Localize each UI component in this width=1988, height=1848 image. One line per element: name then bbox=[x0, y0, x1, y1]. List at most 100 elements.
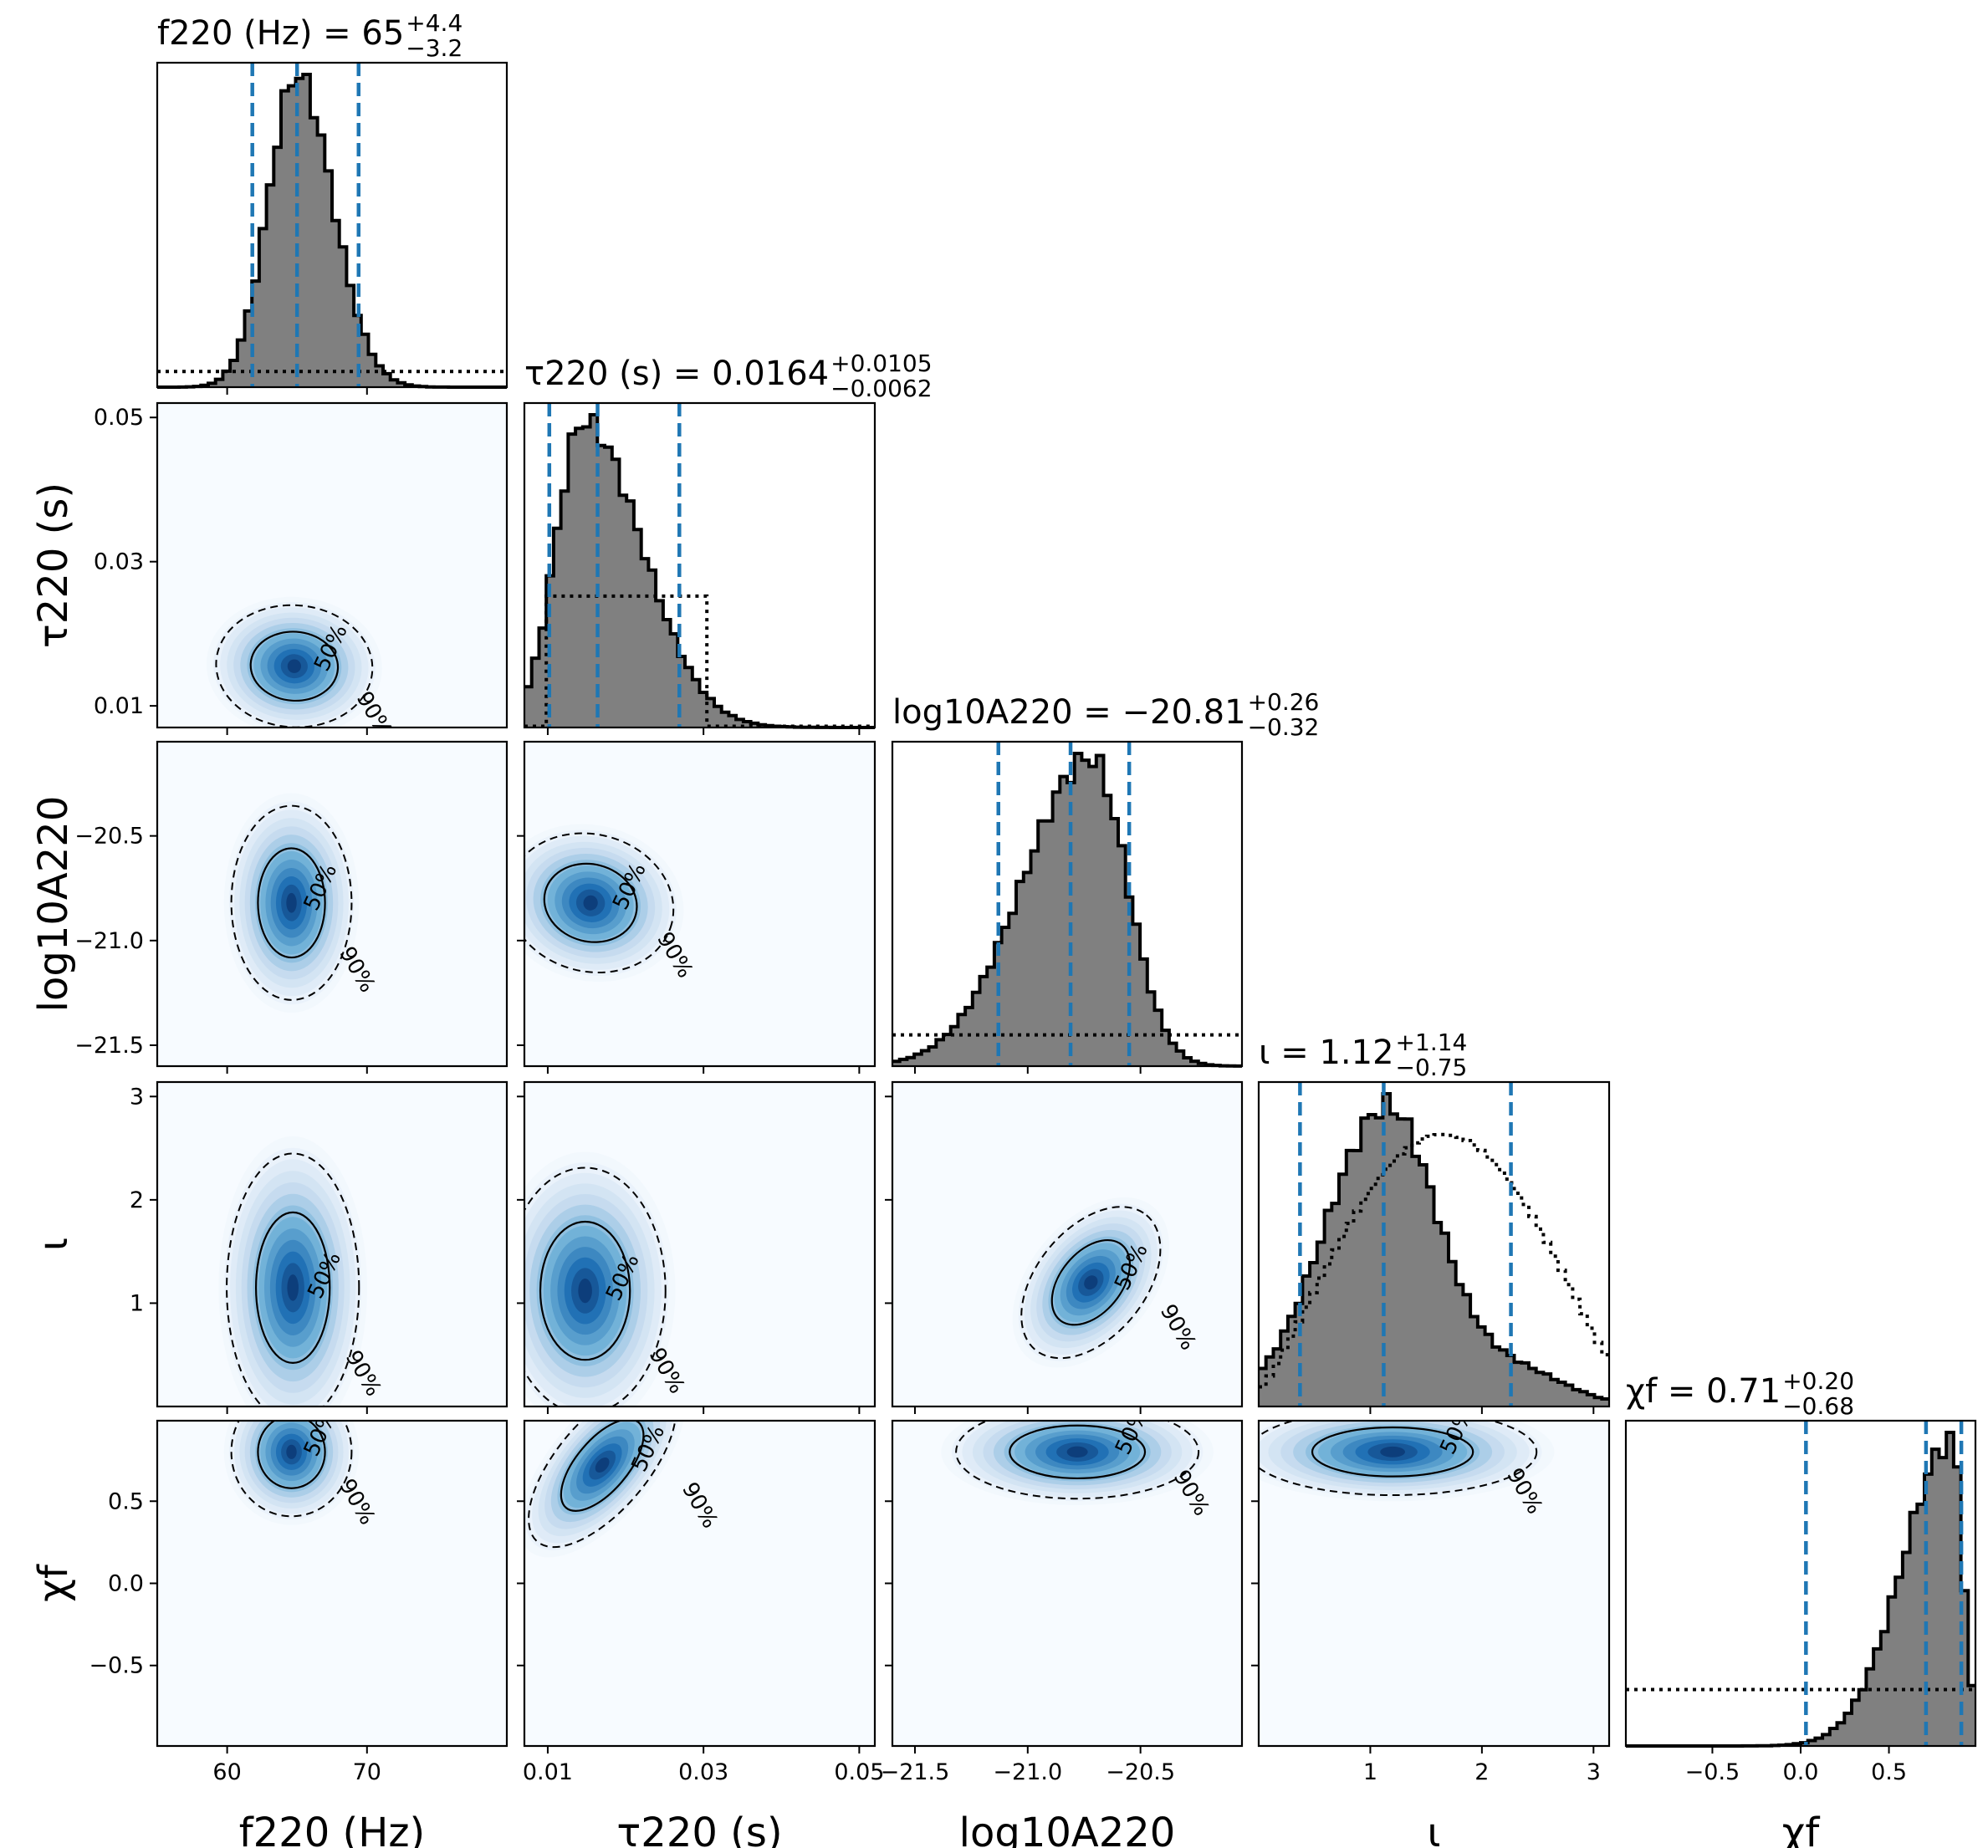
posterior-histogram-fill bbox=[892, 753, 1242, 1066]
title-value: ι = 1.12 bbox=[1259, 1034, 1394, 1072]
density-layers: 50%90% bbox=[218, 784, 380, 1021]
x-tick-label: 70 bbox=[353, 1759, 381, 1785]
title-value: τ220 (s) = 0.0164 bbox=[524, 355, 829, 393]
hist-panel-iota: ι = 1.12+1.14 −0.75 bbox=[1257, 1029, 1611, 1408]
x-tick-label: 0.0 bbox=[1783, 1759, 1819, 1785]
panel-title-f220: f220 (Hz) = 65+4.4 −3.2 bbox=[157, 9, 463, 62]
density-panel-tau220-logA220: 50%90% bbox=[523, 740, 876, 1068]
y-axis-label-chif: χf bbox=[30, 1564, 77, 1602]
y-tick-label: 0.05 bbox=[94, 405, 144, 431]
contour-50 bbox=[539, 1220, 631, 1361]
title-err-minus: −3.2 bbox=[406, 34, 463, 62]
contour-50 bbox=[249, 630, 340, 702]
title-err-minus: −0.68 bbox=[1782, 1392, 1854, 1420]
title-err-minus: −0.75 bbox=[1396, 1054, 1468, 1081]
posterior-histogram-fill bbox=[1259, 1094, 1609, 1406]
y-tick-label: −21.5 bbox=[74, 1033, 144, 1059]
panel-title-iota: ι = 1.12+1.14 −0.75 bbox=[1259, 1029, 1467, 1081]
density-level bbox=[1066, 1446, 1088, 1458]
density-panel-tau220-iota: 50%90% bbox=[523, 1080, 876, 1408]
prior-histogram bbox=[1259, 1132, 1609, 1389]
y-axis-label-logA220: log10A220 bbox=[30, 796, 77, 1013]
posterior-histogram-fill bbox=[157, 74, 507, 387]
y-axis-label-iota: ι bbox=[30, 1238, 77, 1251]
panel-frame bbox=[523, 401, 876, 729]
title-value: log10A220 = −20.81 bbox=[892, 693, 1246, 732]
posterior-histogram-fill bbox=[524, 415, 875, 727]
title-value: f220 (Hz) = 65 bbox=[157, 14, 404, 53]
y-axis-label-tau220: τ220 (s) bbox=[30, 482, 77, 648]
density-layers: 50%90% bbox=[524, 1141, 689, 1406]
y-tick-label: 0.0 bbox=[108, 1571, 144, 1597]
density-layers: 50%90% bbox=[524, 818, 698, 988]
density-panel-logA220-iota: 50%90% bbox=[891, 1080, 1244, 1408]
panel-frame bbox=[891, 740, 1244, 1068]
density-panel-logA220-chif: 50%90% bbox=[891, 1419, 1244, 1748]
title-value: χf = 0.71 bbox=[1626, 1372, 1781, 1411]
y-tick-label: 0.01 bbox=[94, 693, 144, 719]
contour-90 bbox=[524, 1166, 667, 1406]
x-axis-label-logA220: log10A220 bbox=[959, 1810, 1176, 1848]
density-panel-iota-chif: 50%90% bbox=[1257, 1419, 1611, 1748]
contour-90 bbox=[226, 1152, 360, 1406]
contour-90 bbox=[524, 832, 675, 973]
posterior-histogram-fill bbox=[1626, 1432, 1975, 1746]
y-tick-label: 1 bbox=[130, 1290, 144, 1316]
x-tick-label: 0.01 bbox=[523, 1759, 573, 1785]
panel-frame bbox=[523, 740, 876, 1068]
density-layers: 50%90% bbox=[218, 1421, 380, 1531]
density-level bbox=[1084, 1275, 1098, 1290]
y-tick-label: 0.03 bbox=[94, 549, 144, 575]
hist-panel-tau220: τ220 (s) = 0.0164+0.0105 −0.0062 bbox=[523, 350, 933, 729]
panel-frame bbox=[156, 61, 508, 389]
panel-frame bbox=[1257, 1080, 1611, 1408]
density-level bbox=[286, 892, 297, 913]
panel-frame bbox=[156, 401, 508, 729]
x-axis-label-tau220: τ220 (s) bbox=[616, 1810, 782, 1848]
density-level bbox=[578, 1279, 592, 1304]
title-err-plus: +4.4 bbox=[406, 9, 463, 37]
density-panel-f220-logA220: 50%90% bbox=[156, 740, 508, 1068]
panel-title-logA220: log10A220 = −20.81+0.26 −0.32 bbox=[892, 688, 1319, 741]
contour-90 bbox=[955, 1421, 1200, 1500]
density-level bbox=[287, 659, 301, 673]
density-panel-f220-chif: 50%90% bbox=[156, 1419, 508, 1748]
x-tick-label: 1 bbox=[1363, 1759, 1377, 1785]
contour-50 bbox=[257, 847, 326, 959]
x-tick-label: −21.5 bbox=[881, 1759, 950, 1785]
density-level bbox=[595, 1457, 610, 1473]
contour-90 bbox=[230, 804, 353, 1001]
posterior-histogram-edge bbox=[1259, 1092, 1609, 1401]
x-tick-label: 2 bbox=[1474, 1759, 1489, 1785]
contour-90 bbox=[230, 1421, 353, 1518]
y-tick-label: −20.5 bbox=[74, 824, 144, 850]
x-tick-label: 3 bbox=[1587, 1759, 1601, 1785]
x-tick-label: −0.5 bbox=[1685, 1759, 1740, 1785]
x-axis-label-f220: f220 (Hz) bbox=[239, 1810, 426, 1848]
contour-50 bbox=[1009, 1424, 1147, 1480]
density-layers: 50%90% bbox=[930, 1421, 1224, 1520]
title-err-plus: +0.0105 bbox=[830, 350, 932, 377]
x-tick-label: 0.5 bbox=[1871, 1759, 1907, 1785]
y-tick-label: −21.0 bbox=[74, 928, 144, 954]
x-tick-label: 0.05 bbox=[834, 1759, 884, 1785]
y-tick-label: 2 bbox=[130, 1187, 144, 1213]
contour-50 bbox=[543, 862, 638, 943]
contour-90 bbox=[215, 604, 374, 727]
title-err-plus: +0.20 bbox=[1782, 1367, 1854, 1395]
hist-panel-chif: χf = 0.71+0.20 −0.68 bbox=[1624, 1367, 1977, 1748]
density-layers: 50%90% bbox=[199, 591, 397, 727]
density-layers: 50%90% bbox=[212, 1125, 386, 1406]
density-level bbox=[1380, 1446, 1406, 1457]
x-tick-label: −21.0 bbox=[993, 1759, 1062, 1785]
posterior-histogram-edge bbox=[892, 752, 1242, 1068]
density-layers: 50%90% bbox=[1006, 1191, 1201, 1375]
x-tick-label: 0.03 bbox=[678, 1759, 728, 1785]
y-tick-label: 0.5 bbox=[108, 1488, 144, 1514]
density-level bbox=[286, 1444, 297, 1459]
panel-title-chif: χf = 0.71+0.20 −0.68 bbox=[1626, 1367, 1854, 1420]
y-tick-label: 3 bbox=[130, 1084, 144, 1110]
density-layers: 50%90% bbox=[1259, 1421, 1567, 1519]
contour-50 bbox=[257, 1421, 326, 1489]
